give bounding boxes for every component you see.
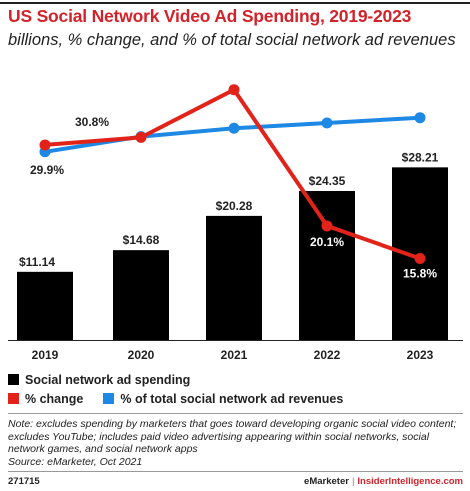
share-point-2022 — [321, 117, 333, 129]
bar-2019 — [17, 271, 73, 340]
x-tick-label-2019: 2019 — [32, 348, 59, 362]
change-label-2022: 20.1% — [310, 235, 344, 249]
share-label-2023: 34.4% — [405, 96, 439, 110]
change-point-2022 — [321, 220, 333, 232]
bar-label-2021: $20.28 — [216, 199, 253, 213]
share-point-2021 — [228, 122, 240, 134]
note-text: Note: excludes spending by marketers tha… — [8, 418, 457, 455]
legend-swatch-change — [8, 393, 19, 404]
x-tick-label-2023: 2023 — [407, 348, 434, 362]
x-tick-label-2021: 2021 — [221, 348, 248, 362]
legend-label-change: % change — [25, 391, 84, 406]
change-label-2023: 15.8% — [403, 267, 437, 281]
legend: Social network ad spending % change % of… — [8, 371, 343, 409]
footer-brand: eMarketer | InsiderIntelligence.com — [304, 476, 463, 487]
change-point-2020 — [135, 131, 147, 143]
legend-swatch-share — [103, 393, 115, 404]
legend-row-1: Social network ad spending — [8, 371, 343, 388]
bar-2020 — [113, 250, 169, 340]
share-label-2022: 33.7% — [311, 101, 345, 115]
share-label-2020: 31.9% — [124, 149, 158, 163]
change-point-2019 — [39, 139, 51, 151]
bar-2021 — [206, 215, 262, 340]
chart-subtitle: billions, % change, and % of total socia… — [8, 31, 456, 49]
legend-row-2: % change % of total social network ad re… — [8, 390, 343, 407]
brand-separator: | — [351, 476, 355, 487]
change-point-2023 — [414, 253, 426, 264]
change-label-2019: 30.8% — [75, 115, 109, 129]
brand-insider-intelligence: InsiderIntelligence.com — [357, 476, 463, 487]
footer-divider — [8, 471, 463, 472]
bar-2022 — [299, 190, 355, 340]
share-point-2023 — [414, 112, 426, 124]
bar-label-2020: $14.68 — [123, 233, 160, 247]
change-label-2020: 31.8% — [125, 113, 159, 127]
combo-chart: 2019 2020 2021 2022 2023 $11.14 $14.68 $20.28 $2… — [8, 84, 463, 362]
share-label-2019: 29.9% — [30, 163, 64, 177]
bar-label-2022: $24.35 — [309, 174, 346, 188]
bar-label-2019: $11.14 — [19, 255, 55, 269]
source-text: Source: eMarketer, Oct 2021 — [8, 455, 143, 468]
bar-label-2023: $28.21 — [402, 150, 439, 164]
share-label-2021: 33.0% — [217, 138, 251, 152]
chart-id: 271715 — [8, 476, 40, 487]
footer: 271715 eMarketer | InsiderIntelligence.com — [8, 476, 463, 487]
top-rule — [0, 2, 470, 4]
x-tick-label-2020: 2020 — [128, 348, 155, 362]
chart-title: US Social Network Video Ad Spending, 201… — [8, 6, 412, 26]
change-point-2021 — [228, 84, 240, 96]
legend-label-spending: Social network ad spending — [25, 372, 191, 387]
brand-emarketer: eMarketer — [304, 476, 349, 487]
legend-swatch-spending — [8, 374, 19, 385]
x-tick-label-2022: 2022 — [314, 348, 341, 362]
legend-label-share: % of total social network ad revenues — [120, 391, 344, 406]
note-divider — [8, 413, 463, 414]
chart-note: Note: excludes spending by marketers tha… — [8, 418, 466, 468]
